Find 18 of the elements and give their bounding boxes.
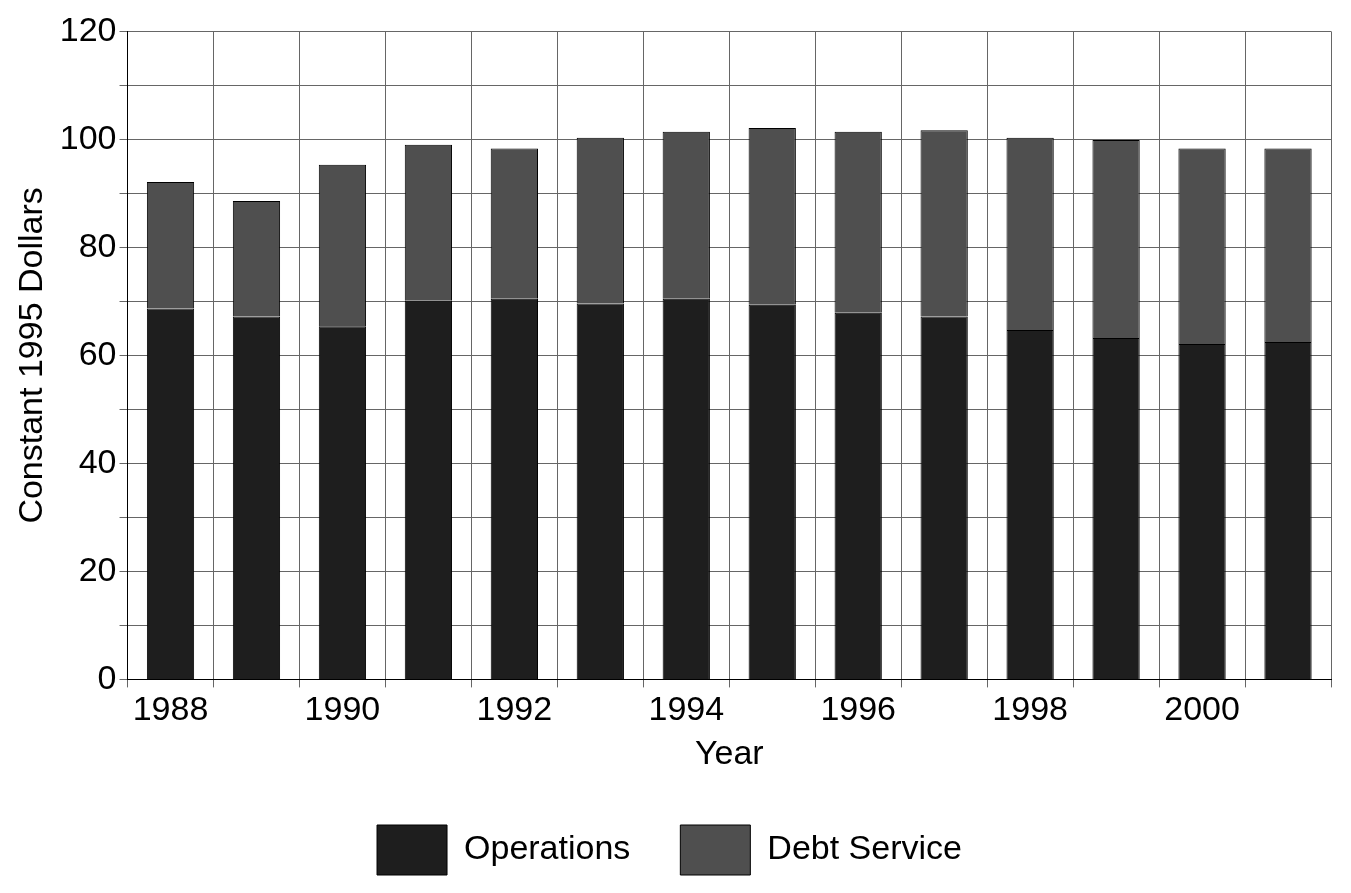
x-tick-label: 1994	[648, 689, 725, 728]
y-axis-title: Constant 1995 Dollars	[10, 187, 49, 524]
x-tick-label: 2000	[1164, 689, 1240, 728]
y-tick-label: 0	[97, 657, 117, 696]
y-tick-label: 120	[59, 9, 117, 48]
x-tick-label: 1996	[820, 689, 897, 728]
legend-label: Debt Service	[767, 828, 962, 867]
y-tick-label: 80	[78, 225, 117, 264]
y-tick-label: 60	[78, 333, 117, 372]
x-tick-label: 1992	[476, 689, 553, 728]
x-tick-label: 1998	[992, 689, 1068, 728]
x-tick-label: 1990	[304, 689, 381, 728]
legend-label: Operations	[464, 828, 631, 867]
x-axis-title: Year	[694, 732, 764, 771]
x-tick-label: 1988	[132, 689, 209, 728]
y-tick-label: 20	[78, 549, 117, 588]
y-tick-label: 100	[59, 117, 117, 156]
y-tick-label: 40	[78, 441, 117, 480]
